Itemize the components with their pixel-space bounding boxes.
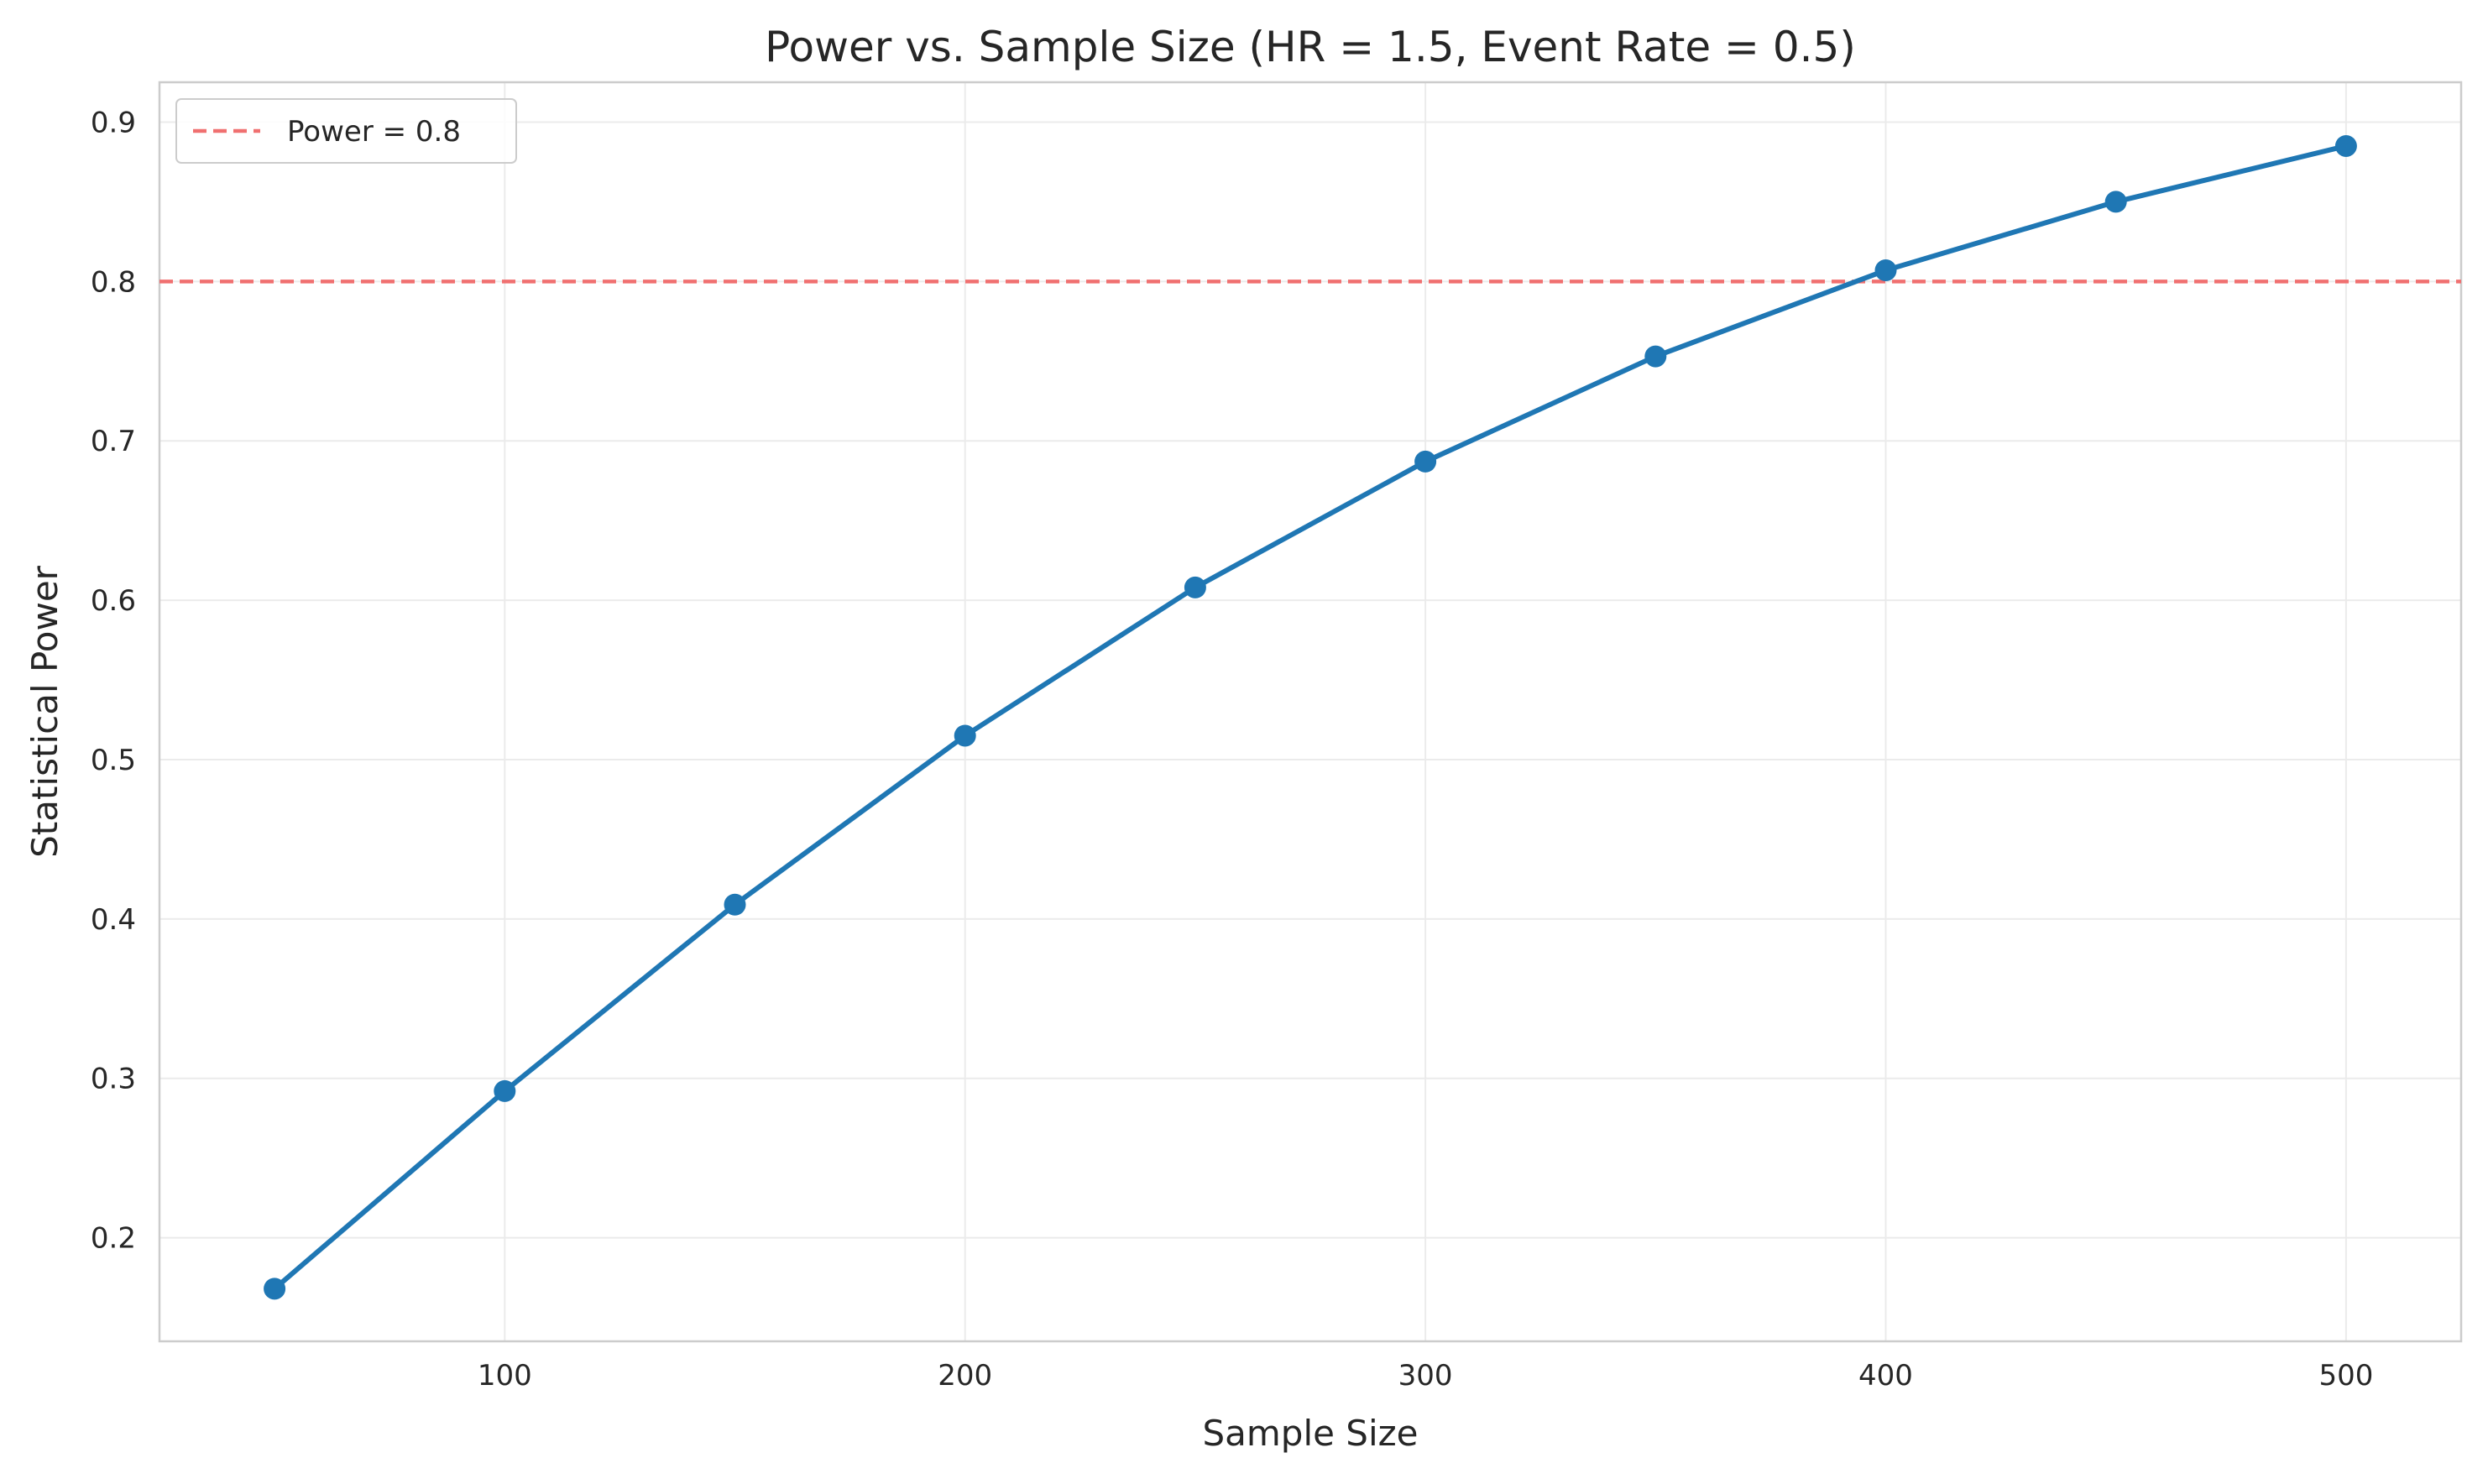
y-tick-label: 0.8: [91, 265, 136, 299]
x-axis-label: Sample Size: [1202, 1413, 1418, 1454]
series-line: [272, 143, 2349, 1292]
x-tick-label: 400: [1858, 1359, 1913, 1393]
x-tick-label: 300: [1398, 1359, 1453, 1393]
y-tick-label: 0.9: [91, 106, 136, 139]
y-tick-label: 0.5: [91, 744, 136, 777]
data-point: [1414, 450, 1437, 473]
y-tick-label: 0.3: [91, 1063, 136, 1096]
x-tick-label: 100: [478, 1359, 532, 1393]
data-point: [494, 1079, 516, 1102]
x-tick-labels: 100 200 300 400 500: [478, 1359, 2374, 1393]
y-axis-label: Statistical Power: [24, 565, 65, 858]
data-point: [2334, 134, 2357, 157]
series-layer: [264, 134, 2357, 1300]
legend-box: [175, 98, 517, 164]
y-tick-labels: 0.2 0.3 0.4 0.5 0.6 0.7 0.8 0.9: [91, 106, 136, 1255]
y-tick-label: 0.6: [91, 584, 136, 618]
plot-frame: [158, 81, 2463, 1343]
data-point: [2104, 191, 2127, 213]
data-point: [724, 893, 746, 916]
legend: Power = 0.8: [175, 98, 517, 164]
data-point: [1874, 259, 1897, 282]
data-point: [954, 724, 976, 747]
y-tick-label: 0.4: [91, 903, 136, 937]
data-point: [1644, 345, 1667, 368]
legend-reference-label: Power = 0.8: [287, 115, 461, 149]
x-tick-label: 500: [2318, 1359, 2373, 1393]
y-tick-label: 0.7: [91, 425, 136, 458]
x-tick-label: 200: [938, 1359, 992, 1393]
data-point: [1184, 576, 1206, 598]
data-point: [264, 1278, 286, 1300]
chart-title: Power vs. Sample Size (HR = 1.5, Event R…: [765, 23, 1856, 71]
y-tick-label: 0.2: [91, 1222, 136, 1256]
